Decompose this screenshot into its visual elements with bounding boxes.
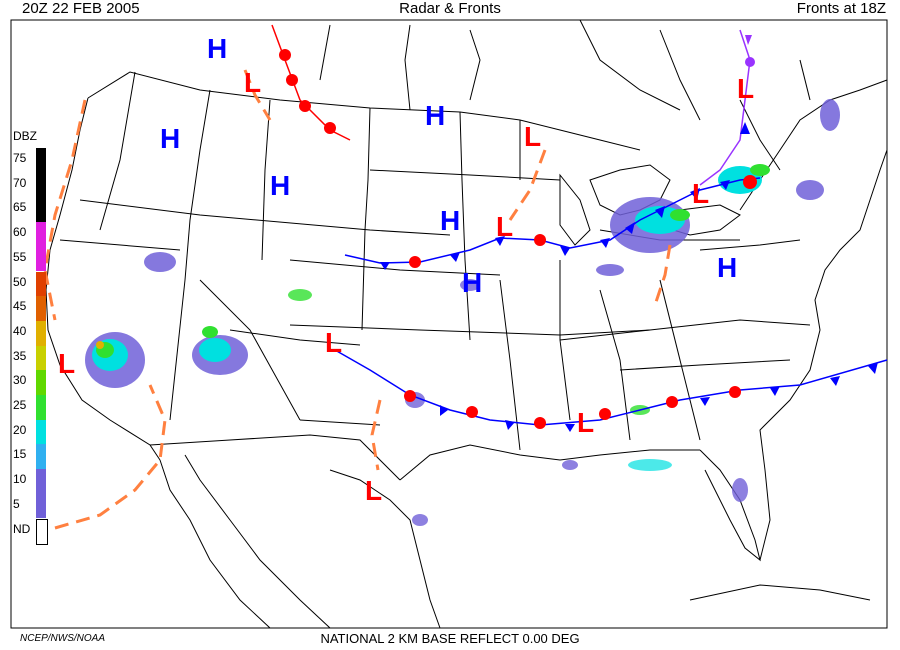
legend-label: 25 <box>13 398 27 412</box>
legend-title: DBZ <box>13 129 37 143</box>
legend-swatch <box>36 148 46 173</box>
low-center: L <box>524 121 541 152</box>
legend-swatch <box>36 493 46 519</box>
legend-swatch <box>36 197 46 223</box>
legend-swatch <box>36 395 46 420</box>
high-center: H <box>270 170 290 201</box>
legend-label: 75 <box>13 151 27 165</box>
warm-front-bumps <box>279 49 757 429</box>
occluded-markers <box>745 35 755 67</box>
high-center: H <box>440 205 460 236</box>
cold-front-teeth <box>380 122 878 432</box>
legend-swatch <box>36 222 46 247</box>
legend-label: 10 <box>13 472 27 487</box>
low-center: L <box>737 73 754 104</box>
legend-label: 20 <box>13 422 27 437</box>
legend-label: ND <box>13 521 31 536</box>
fronts <box>271 24 888 426</box>
low-center: L <box>244 67 261 98</box>
legend-label: 15 <box>13 447 27 462</box>
legend-label: 50 <box>13 274 27 289</box>
legend-label: 45 <box>13 299 27 314</box>
legend-swatch <box>36 370 46 395</box>
fronts-time: Fronts at 18Z <box>796 0 886 17</box>
legend-label: 55 <box>13 249 27 264</box>
low-center: L <box>365 475 382 506</box>
valid-time: 20Z 22 FEB 2005 <box>22 0 140 17</box>
troughs <box>43 69 672 530</box>
low-center: L <box>692 178 709 209</box>
legend-label: 70 <box>13 175 27 190</box>
legend-label: 60 <box>13 225 27 240</box>
legend-label: 65 <box>13 200 27 215</box>
map-title: Radar & Fronts <box>399 0 501 17</box>
map-frame <box>10 19 888 629</box>
legend-swatch <box>36 444 46 470</box>
legend-label: 35 <box>13 348 27 363</box>
high-center: H <box>425 100 445 131</box>
legend-label: 30 <box>13 373 27 388</box>
low-center: L <box>325 327 342 358</box>
low-center: L <box>58 348 75 379</box>
legend-swatch <box>36 296 46 321</box>
legend-swatch <box>36 320 46 346</box>
basemap-lines <box>45 19 888 629</box>
legend-label: 40 <box>13 323 27 338</box>
high-center: H <box>717 252 737 283</box>
high-center: H <box>207 33 227 64</box>
legend-swatch <box>36 518 48 546</box>
legend-swatch <box>36 469 46 494</box>
legend-swatch <box>36 246 46 272</box>
low-center: L <box>496 211 513 242</box>
legend-swatch <box>36 419 46 445</box>
legend-swatch <box>36 345 46 371</box>
high-center: H <box>462 267 482 298</box>
high-center: H <box>160 123 180 154</box>
credit-text: NCEP/NWS/NOAA <box>20 633 106 644</box>
pressure-centers: H H H H H H H L L L L L L L L L <box>58 33 754 506</box>
legend-swatch <box>36 271 46 297</box>
legend-swatch <box>36 172 46 198</box>
product-name: NATIONAL 2 KM BASE REFLECT 0.00 DEG <box>320 631 580 646</box>
legend-label: 5 <box>13 496 20 511</box>
low-center: L <box>577 407 594 438</box>
